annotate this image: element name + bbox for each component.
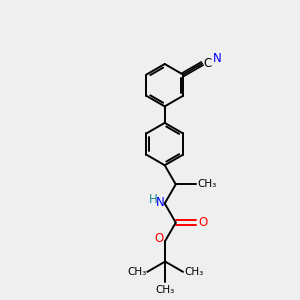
Text: N: N	[155, 196, 164, 208]
Text: C: C	[203, 57, 211, 70]
Text: CH₃: CH₃	[197, 179, 217, 189]
Text: O: O	[154, 232, 164, 245]
Text: H: H	[148, 193, 158, 206]
Text: N: N	[213, 52, 222, 65]
Text: CH₃: CH₃	[184, 267, 203, 277]
Text: O: O	[198, 216, 207, 229]
Text: CH₃: CH₃	[155, 284, 175, 295]
Text: CH₃: CH₃	[127, 267, 146, 277]
